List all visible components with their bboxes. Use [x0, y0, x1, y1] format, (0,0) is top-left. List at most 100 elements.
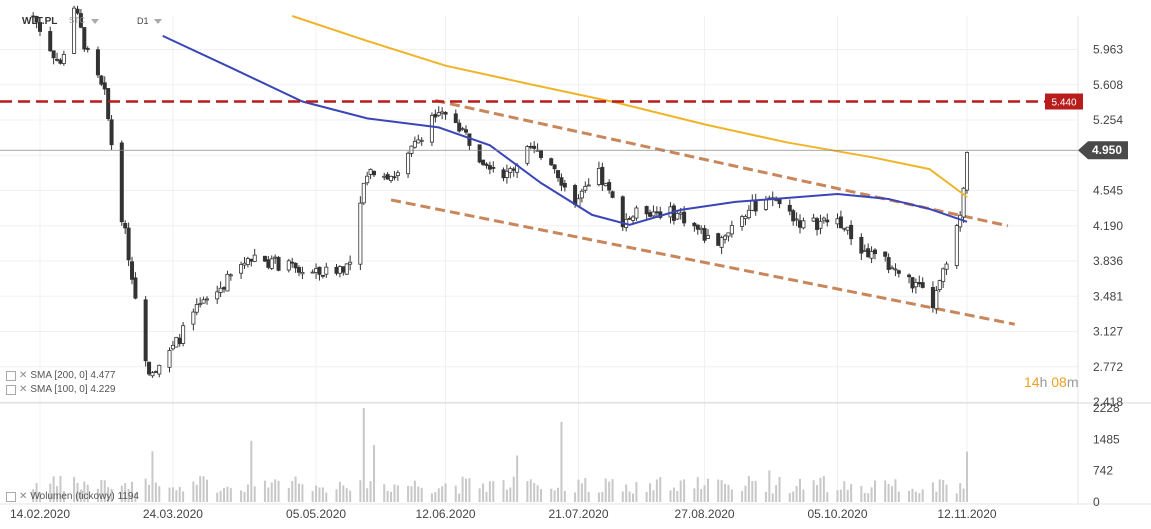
indicator-settings-icon[interactable] — [6, 370, 16, 381]
candle-body — [460, 128, 465, 131]
volume-bar — [512, 476, 515, 502]
indicator-settings-icon[interactable] — [6, 491, 16, 502]
candle — [702, 225, 707, 244]
legend-sma100[interactable]: ✕ SMA [100, 0] 4.229 — [6, 384, 115, 395]
candle-body — [334, 266, 339, 274]
legend-sma100-label: SMA [100, 0] 4.229 — [30, 384, 116, 395]
volume-bar — [52, 476, 55, 502]
volume-bar — [587, 491, 590, 502]
candle-body — [51, 50, 56, 59]
candle-body — [436, 112, 441, 116]
candle — [174, 336, 179, 348]
candle-body — [562, 183, 567, 188]
y-tick-label: 5.963 — [1093, 43, 1123, 57]
volume-bar — [816, 485, 819, 502]
volume-bar — [96, 488, 99, 502]
candle — [651, 205, 656, 218]
candle — [910, 277, 915, 293]
interval-label[interactable]: D1 — [137, 16, 149, 26]
remove-indicator-icon[interactable]: ✕ — [19, 384, 28, 395]
volume-bar — [393, 484, 396, 502]
candle — [191, 308, 196, 331]
candle — [181, 322, 186, 347]
volume-bar — [492, 481, 495, 502]
volume-bar — [458, 493, 461, 502]
volume-bar — [771, 493, 774, 502]
candle-body — [453, 113, 458, 123]
volume-bar — [369, 481, 372, 502]
moving-averages — [162, 15, 968, 226]
volume-bar — [219, 490, 222, 502]
candle-body — [944, 263, 949, 270]
candle-body — [596, 168, 601, 185]
remove-indicator-icon[interactable]: ✕ — [19, 370, 28, 381]
volume-bar — [270, 482, 273, 502]
candle — [269, 255, 274, 271]
symbol-dropdown-icon[interactable] — [91, 19, 99, 24]
volume-bar — [911, 488, 914, 502]
candle-body — [409, 145, 414, 154]
candle-body — [82, 27, 87, 50]
volume-bar — [461, 476, 464, 502]
candle — [538, 149, 543, 161]
volume-bar — [274, 479, 277, 502]
volume-bar — [202, 476, 205, 502]
candle — [249, 258, 254, 267]
volume-bar — [430, 493, 433, 502]
candle — [242, 257, 247, 270]
candle — [389, 175, 394, 183]
volume-bar — [441, 486, 444, 502]
x-tick-label: 27.08.2020 — [675, 507, 735, 521]
volume-bar — [945, 484, 948, 502]
volume-bar — [870, 487, 873, 502]
volume-bar — [652, 490, 655, 502]
candle — [726, 232, 731, 242]
volume-bar — [294, 476, 297, 502]
volume-bar — [263, 480, 266, 502]
remove-indicator-icon[interactable]: ✕ — [19, 491, 28, 502]
candle — [821, 216, 826, 224]
candle — [344, 263, 349, 275]
candle — [487, 161, 492, 175]
candle — [627, 216, 632, 220]
legend-volume[interactable]: ✕ Wolumen (tickowy) 1194 — [6, 491, 139, 502]
volume-bar — [509, 487, 512, 502]
legend-sma200-label: SMA [200, 0] 4.477 — [30, 370, 116, 381]
candle-body — [204, 298, 209, 301]
candle — [937, 279, 942, 293]
candle — [763, 195, 768, 211]
interval-dropdown-icon[interactable] — [154, 19, 162, 24]
volume-bar — [454, 485, 457, 502]
candle-body — [389, 175, 394, 181]
candle — [958, 211, 963, 232]
candle-body — [794, 218, 799, 221]
candle-body — [61, 54, 66, 64]
candle-body — [845, 226, 850, 231]
candle — [467, 133, 472, 151]
candle — [457, 119, 462, 133]
candle-body — [552, 164, 557, 170]
volume-bar — [410, 486, 413, 502]
volume-bar — [533, 483, 536, 502]
volume-bar — [608, 481, 611, 502]
candle — [811, 213, 816, 223]
volume-bar — [195, 484, 198, 502]
volume-bar — [751, 480, 754, 502]
candle — [440, 107, 445, 120]
volume-bar — [168, 487, 171, 502]
candle-body — [501, 169, 506, 179]
candle-body — [872, 249, 877, 255]
candle-body — [467, 133, 472, 146]
candle-body — [508, 168, 513, 174]
candle — [99, 75, 104, 87]
candle-body — [603, 183, 608, 187]
volume-bar — [696, 477, 699, 502]
candle-body — [538, 150, 543, 159]
candle-body — [815, 218, 820, 230]
legend-sma200[interactable]: ✕ SMA [200, 0] 4.477 — [6, 370, 115, 381]
indicator-settings-icon[interactable] — [6, 384, 16, 395]
candle-body — [695, 224, 700, 230]
candle — [719, 235, 724, 254]
symbol-label[interactable]: WLT.PL — [22, 16, 58, 27]
